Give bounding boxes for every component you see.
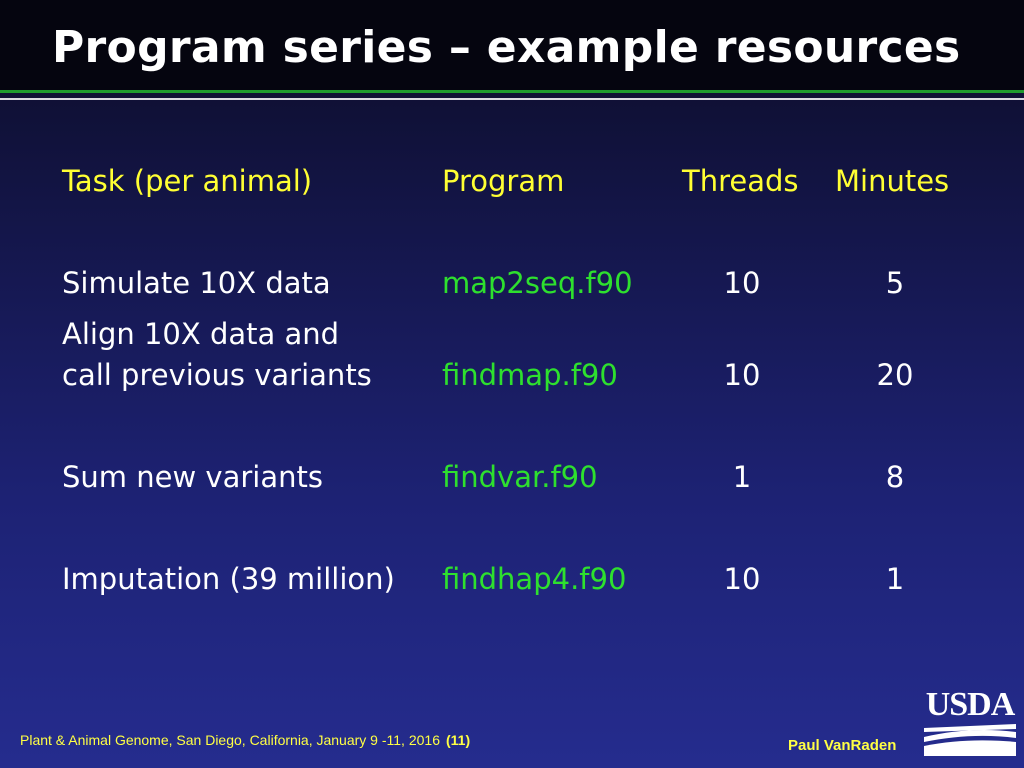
task-cell-line-2: call previous variants <box>62 358 372 392</box>
threads-cell: 10 <box>723 562 761 596</box>
footer-author: Paul VanRaden <box>788 737 897 754</box>
header-minutes: Minutes <box>835 164 950 198</box>
header-program: Program <box>442 164 565 198</box>
page-number: (11) <box>445 732 471 748</box>
program-cell: findvar.f90 <box>442 460 598 494</box>
threads-cell: 10 <box>723 266 761 300</box>
program-cell: findmap.f90 <box>442 358 618 392</box>
minutes-cell: 5 <box>885 266 905 300</box>
slide-title: Program series – example resources <box>52 22 961 73</box>
task-cell: Imputation (39 million) <box>62 562 395 596</box>
header-task: Task (per animal) <box>62 164 313 198</box>
footer-conference: Plant & Animal Genome, San Diego, Califo… <box>20 732 470 748</box>
usda-logo-swoosh-icon <box>924 724 1016 756</box>
threads-cell: 1 <box>732 460 752 494</box>
header-threads: Threads <box>682 164 799 198</box>
minutes-cell: 1 <box>885 562 905 596</box>
title-bar <box>0 0 1024 90</box>
threads-cell: 10 <box>723 358 761 392</box>
usda-logo: USDA <box>924 686 1016 756</box>
program-cell: findhap4.f90 <box>442 562 627 596</box>
task-cell-line-1: Align 10X data and <box>62 317 340 351</box>
usda-logo-text: USDA <box>925 686 1016 723</box>
minutes-cell: 8 <box>885 460 905 494</box>
title-divider-white <box>0 98 1024 100</box>
title-divider-green <box>0 90 1024 93</box>
program-cell: map2seq.f90 <box>442 266 633 300</box>
task-cell: Sum new variants <box>62 460 323 494</box>
minutes-cell: 20 <box>876 358 914 392</box>
task-cell: Simulate 10X data <box>62 266 331 300</box>
conference-text: Plant & Animal Genome, San Diego, Califo… <box>20 732 440 748</box>
